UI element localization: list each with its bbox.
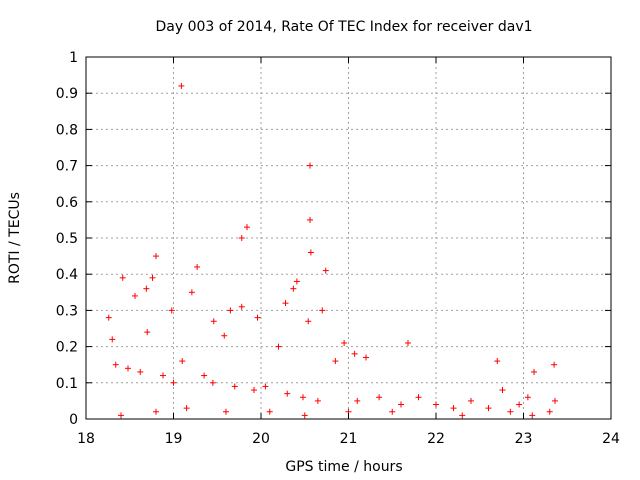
data-point — [546, 408, 553, 415]
y-axis-label: ROTI / TECUs — [7, 192, 23, 284]
data-point — [275, 343, 282, 350]
data-point — [293, 278, 300, 285]
y-tick-label: 0.6 — [56, 195, 78, 211]
data-point — [552, 397, 558, 404]
data-point — [178, 82, 185, 89]
data-point — [363, 354, 369, 361]
data-point — [433, 401, 439, 408]
data-point — [307, 216, 313, 223]
data-point — [415, 394, 422, 401]
axis-ticks: 18 19 20 21 22 23 24 0 0.1 0.2 0.3 0.4 0.5 0.6 0.7 0.8 0… — [56, 50, 620, 447]
data-point — [251, 387, 257, 394]
data-point — [494, 358, 501, 365]
y-tick-label: 0.1 — [56, 376, 78, 392]
data-point — [112, 361, 119, 368]
data-point — [183, 405, 190, 412]
data-point — [244, 224, 250, 231]
data-point — [144, 329, 151, 336]
data-point — [160, 372, 166, 379]
data-point — [231, 383, 238, 390]
data-point — [389, 408, 396, 415]
data-point — [238, 235, 245, 241]
data-point — [238, 303, 245, 310]
data-point — [290, 285, 297, 292]
data-point — [254, 314, 261, 321]
data-point — [105, 314, 112, 321]
data-point — [516, 401, 523, 408]
data-point — [194, 263, 201, 270]
y-tick-label: 0.7 — [56, 159, 78, 175]
x-tick-label: 21 — [340, 431, 358, 447]
data-point — [319, 307, 326, 314]
y-tick-label: 0.4 — [56, 267, 78, 283]
y-tick-label: 0.3 — [56, 303, 78, 319]
x-tick-label: 20 — [252, 431, 270, 447]
data-point — [149, 274, 156, 281]
data-point — [376, 394, 383, 401]
data-point — [125, 365, 131, 372]
data-point — [398, 401, 404, 408]
data-point — [300, 394, 306, 401]
data-point — [307, 249, 314, 256]
data-point — [221, 332, 228, 339]
chart-title: Day 003 of 2014, Rate Of TEC Index for r… — [155, 19, 532, 35]
data-point — [119, 274, 126, 281]
data-point — [301, 412, 308, 419]
data-point — [499, 387, 506, 394]
data-point — [284, 390, 291, 397]
x-axis-label: GPS time / hours — [285, 459, 402, 475]
data-point — [354, 397, 361, 404]
data-point — [132, 292, 138, 299]
x-tick-label: 24 — [602, 431, 620, 447]
data-point — [468, 397, 474, 404]
y-tick-label: 0.8 — [56, 122, 78, 138]
data-point — [170, 379, 177, 386]
data-point — [551, 361, 558, 368]
y-tick-label: 0.9 — [56, 86, 78, 102]
data-point — [529, 412, 536, 419]
data-point — [341, 339, 348, 346]
data-point — [282, 300, 289, 307]
data-point — [524, 394, 531, 401]
data-point — [201, 372, 208, 379]
x-tick-label: 22 — [427, 431, 445, 447]
data-point — [507, 408, 514, 415]
data-point — [485, 405, 492, 412]
y-tick-label: 0.2 — [56, 340, 78, 356]
data-point — [332, 358, 339, 365]
data-point — [227, 307, 234, 314]
data-point — [179, 358, 186, 365]
data-point — [459, 412, 466, 419]
data-point — [450, 405, 457, 412]
data-point — [531, 368, 537, 375]
data-point — [153, 408, 159, 415]
data-points — [105, 82, 558, 419]
data-point — [262, 383, 269, 390]
data-point — [153, 253, 159, 260]
data-point — [223, 408, 229, 415]
x-tick-label: 18 — [77, 431, 95, 447]
data-point — [322, 267, 329, 274]
data-point — [405, 339, 411, 346]
data-point — [210, 318, 217, 325]
x-tick-label: 19 — [165, 431, 183, 447]
data-point — [305, 318, 312, 325]
data-point — [168, 307, 175, 314]
y-tick-label: 1 — [69, 50, 78, 66]
data-point — [188, 289, 195, 296]
data-point — [314, 397, 321, 404]
data-point — [266, 408, 273, 415]
y-tick-label: 0 — [69, 412, 78, 428]
data-point — [118, 412, 124, 419]
data-point — [351, 350, 358, 357]
data-point — [307, 162, 313, 169]
data-point — [143, 285, 150, 292]
y-tick-label: 0.5 — [56, 231, 78, 247]
x-tick-label: 23 — [515, 431, 533, 447]
data-point — [137, 368, 144, 375]
data-point — [109, 336, 116, 343]
data-point — [209, 379, 216, 386]
grid-lines — [86, 57, 611, 419]
